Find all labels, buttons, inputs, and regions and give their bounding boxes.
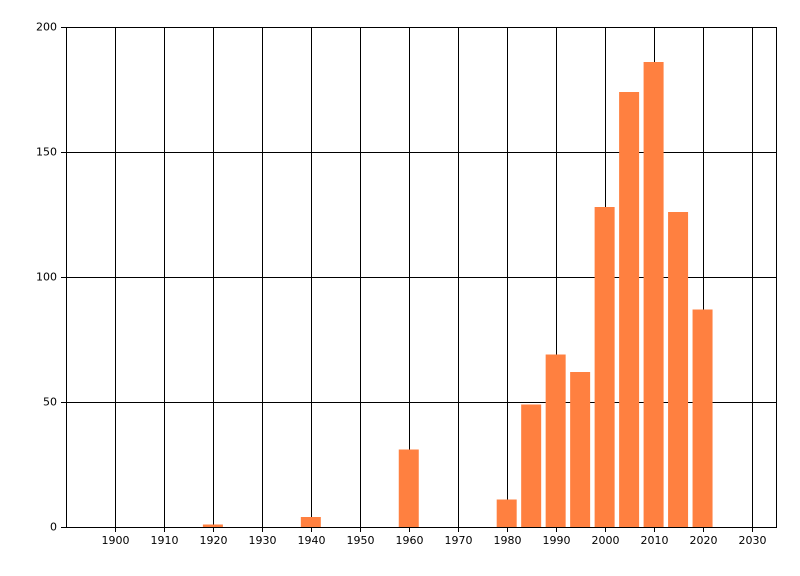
x-tick-label: 1920: [200, 534, 228, 547]
bar: [202, 524, 223, 527]
y-tick-label: 150: [36, 146, 57, 159]
bar: [570, 372, 591, 527]
x-tick-label: 2010: [641, 534, 669, 547]
bar: [300, 517, 321, 527]
y-tick-label: 100: [36, 271, 57, 284]
x-tick-label: 2000: [592, 534, 620, 547]
x-tick-label: 1940: [298, 534, 326, 547]
x-tick-label: 1910: [151, 534, 179, 547]
bar: [496, 499, 517, 527]
x-tick-label: 1900: [102, 534, 130, 547]
x-tick-label: 2020: [690, 534, 718, 547]
bar: [619, 92, 640, 527]
bar: [668, 212, 689, 527]
bar: [594, 207, 615, 527]
bar: [521, 404, 542, 527]
x-tick-label: 1960: [396, 534, 424, 547]
plot-frame: [66, 27, 777, 528]
y-tick-label: 200: [36, 21, 57, 34]
x-tick-label: 1990: [543, 534, 571, 547]
y-tick-label: 50: [43, 396, 57, 409]
x-tick-label: 1970: [445, 534, 473, 547]
bar: [643, 62, 664, 527]
bar: [545, 354, 566, 527]
x-tick-label: 1980: [494, 534, 522, 547]
y-tick-label: 0: [50, 521, 57, 534]
x-tick-label: 1930: [249, 534, 277, 547]
x-tick-label: 2030: [739, 534, 767, 547]
bar: [692, 309, 713, 527]
bar: [398, 449, 419, 527]
x-tick-label: 1950: [347, 534, 375, 547]
